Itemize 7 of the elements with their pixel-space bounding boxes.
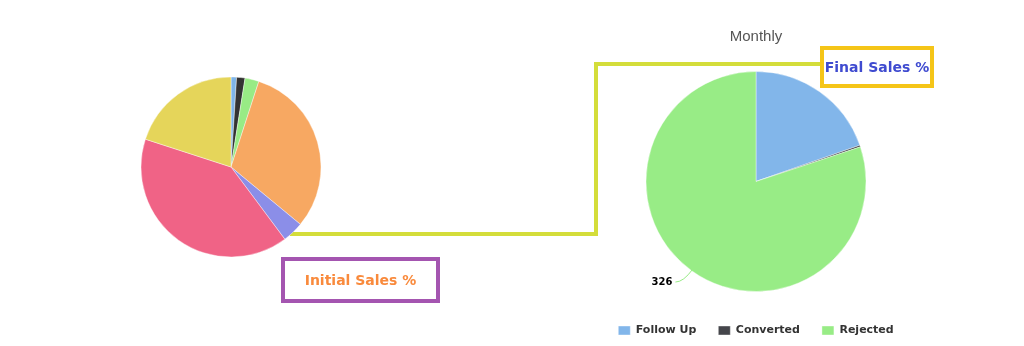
legend-label: Converted [735, 323, 800, 337]
chart-title: Monthly [729, 27, 783, 45]
legend-label: Follow Up [635, 323, 697, 337]
text: Initial Sales % [281, 257, 440, 303]
data-label: 326 [651, 275, 673, 287]
legend-label: Rejected [839, 323, 894, 337]
text: Final Sales % [820, 46, 934, 88]
